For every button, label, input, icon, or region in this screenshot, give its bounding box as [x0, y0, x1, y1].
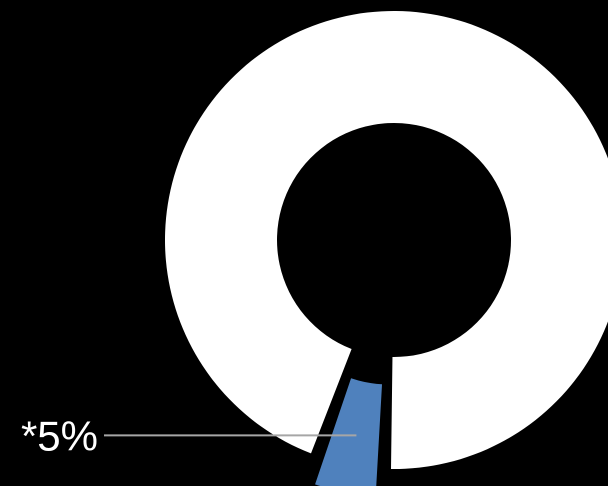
- donut-slice-1: [165, 11, 608, 469]
- slices-layer: [165, 11, 608, 486]
- donut-slice-2: [315, 378, 383, 486]
- data-label-slice-2: *5%: [21, 412, 98, 459]
